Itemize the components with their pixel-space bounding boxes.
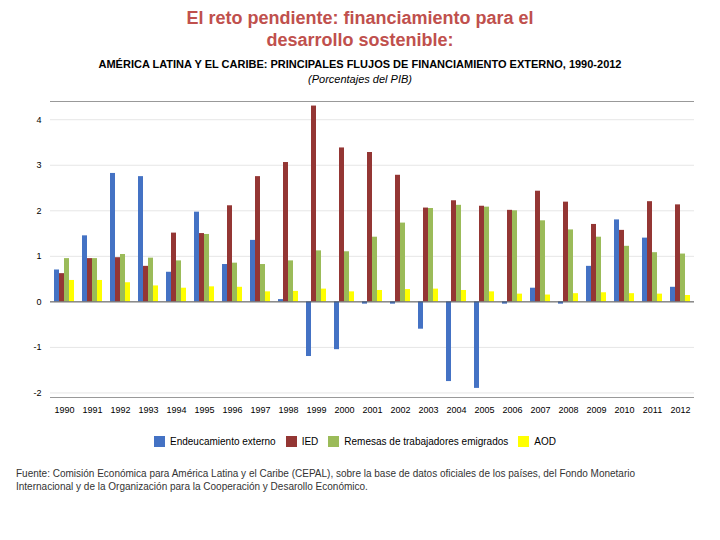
svg-text:1996: 1996 bbox=[222, 405, 242, 415]
svg-text:1998: 1998 bbox=[278, 405, 298, 415]
html-text:(Porcentajes del PIB): (Porcentajes del PIB) bbox=[308, 73, 412, 85]
svg-text:2005: 2005 bbox=[474, 405, 494, 415]
svg-text:2011: 2011 bbox=[643, 405, 662, 415]
svg-text:2009: 2009 bbox=[586, 405, 606, 415]
html-text:Internacional y de la Organiza: Internacional y de la Organización para … bbox=[16, 480, 368, 492]
svg-text:2008: 2008 bbox=[558, 405, 578, 415]
svg-text:1994: 1994 bbox=[166, 405, 186, 415]
svg-text:1993: 1993 bbox=[138, 405, 158, 415]
html-text:El reto pendiente: financiamie: El reto pendiente: financiamiento para e… bbox=[186, 8, 534, 50]
html-text:Fuente: Comisión Económica par: Fuente: Comisión Económica para América … bbox=[16, 467, 635, 479]
svg-text:3: 3 bbox=[36, 160, 41, 170]
svg-text:4: 4 bbox=[36, 114, 41, 124]
svg-text:1997: 1997 bbox=[250, 405, 270, 415]
svg-text:1992: 1992 bbox=[110, 405, 130, 415]
html-text:IED: IED bbox=[301, 435, 319, 447]
svg-text:-2: -2 bbox=[33, 388, 41, 398]
svg-text:2010: 2010 bbox=[614, 405, 634, 415]
svg-text:2004: 2004 bbox=[446, 405, 466, 415]
html-text:AOD: AOD bbox=[534, 435, 556, 447]
svg-text:1990: 1990 bbox=[54, 405, 74, 415]
svg-text:2007: 2007 bbox=[530, 405, 550, 415]
svg-text:1991: 1991 bbox=[82, 405, 102, 415]
svg-text:2006: 2006 bbox=[502, 405, 522, 415]
svg-text:1999: 1999 bbox=[306, 405, 326, 415]
html-text:Remesas de trabajadores emigra: Remesas de trabajadores emigrados bbox=[344, 435, 509, 447]
svg-text:1995: 1995 bbox=[194, 405, 214, 415]
svg-text:1: 1 bbox=[36, 251, 41, 261]
svg-text:2000: 2000 bbox=[334, 405, 354, 415]
svg-text:2: 2 bbox=[36, 206, 41, 216]
svg-text:2012: 2012 bbox=[670, 405, 690, 415]
svg-text:2003: 2003 bbox=[418, 405, 438, 415]
svg-text:2002: 2002 bbox=[390, 405, 410, 415]
html-text:AMÉRICA LATINA Y EL CARIBE: PR: AMÉRICA LATINA Y EL CARIBE: PRINCIPALES … bbox=[98, 58, 622, 71]
html-text:Endeucamiento externo: Endeucamiento externo bbox=[170, 435, 276, 447]
svg-text:0: 0 bbox=[36, 297, 41, 307]
svg-text:-1: -1 bbox=[33, 342, 41, 352]
svg-text:2001: 2001 bbox=[362, 405, 382, 415]
